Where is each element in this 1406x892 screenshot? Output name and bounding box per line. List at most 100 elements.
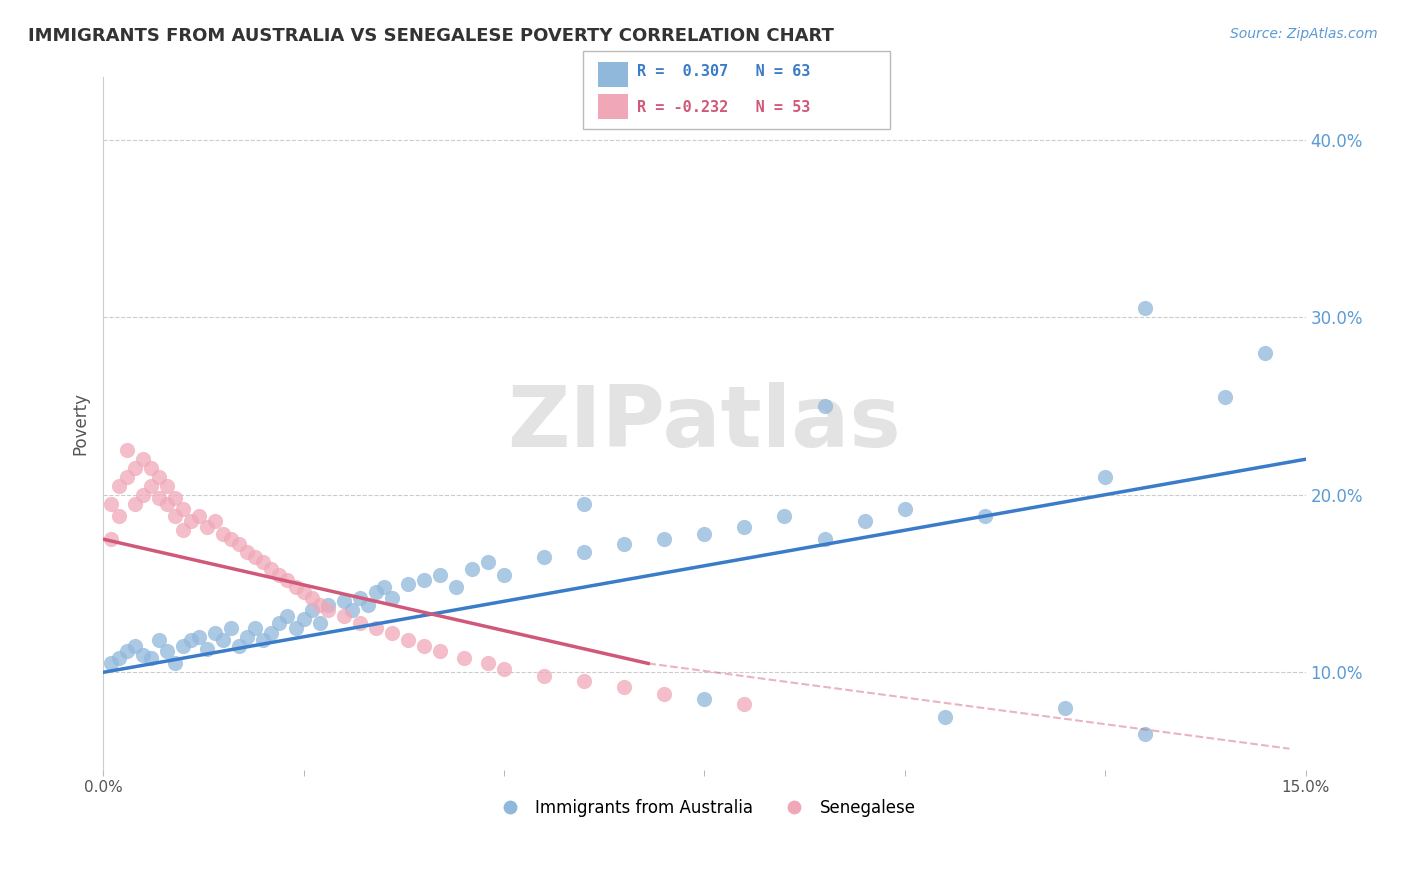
Point — [652, 687, 675, 701]
Point — [236, 544, 259, 558]
Point — [252, 633, 274, 648]
Point — [195, 642, 218, 657]
Point — [115, 443, 138, 458]
Point — [260, 626, 283, 640]
Point — [141, 461, 163, 475]
Point — [301, 591, 323, 605]
Point — [973, 509, 995, 524]
Point — [204, 515, 226, 529]
Point — [1053, 701, 1076, 715]
Point — [124, 639, 146, 653]
Point — [204, 626, 226, 640]
Point — [1135, 301, 1157, 316]
Point — [572, 544, 595, 558]
Point — [301, 603, 323, 617]
Legend: Immigrants from Australia, Senegalese: Immigrants from Australia, Senegalese — [486, 793, 922, 824]
Point — [381, 591, 404, 605]
Point — [172, 639, 194, 653]
Point — [813, 399, 835, 413]
Point — [492, 662, 515, 676]
Point — [172, 523, 194, 537]
Point — [364, 621, 387, 635]
Point — [1215, 390, 1237, 404]
Point — [332, 594, 354, 608]
Point — [316, 598, 339, 612]
Point — [381, 626, 404, 640]
Point — [284, 621, 307, 635]
Point — [572, 497, 595, 511]
Point — [292, 585, 315, 599]
Point — [180, 515, 202, 529]
Point — [115, 470, 138, 484]
Point — [340, 603, 363, 617]
Point — [533, 669, 555, 683]
Point — [396, 576, 419, 591]
Point — [276, 608, 298, 623]
Point — [269, 567, 291, 582]
Point — [308, 615, 330, 630]
Point — [245, 621, 267, 635]
Point — [148, 633, 170, 648]
Point — [228, 537, 250, 551]
Text: R =  0.307   N = 63: R = 0.307 N = 63 — [637, 64, 810, 79]
Point — [180, 633, 202, 648]
Point — [252, 555, 274, 569]
Point — [373, 580, 395, 594]
Point — [132, 648, 155, 662]
Text: IMMIGRANTS FROM AUSTRALIA VS SENEGALESE POVERTY CORRELATION CHART: IMMIGRANTS FROM AUSTRALIA VS SENEGALESE … — [28, 27, 834, 45]
Text: R = -0.232   N = 53: R = -0.232 N = 53 — [637, 100, 810, 115]
Point — [429, 567, 451, 582]
Point — [396, 633, 419, 648]
Point — [652, 532, 675, 546]
Point — [188, 509, 211, 524]
Point — [453, 651, 475, 665]
Point — [412, 639, 434, 653]
Point — [100, 497, 122, 511]
Point — [148, 491, 170, 506]
Point — [492, 567, 515, 582]
Point — [364, 585, 387, 599]
Point — [332, 608, 354, 623]
Point — [1094, 470, 1116, 484]
Point — [132, 452, 155, 467]
Point — [477, 555, 499, 569]
Point — [893, 502, 915, 516]
Point — [693, 692, 716, 706]
Point — [172, 502, 194, 516]
Point — [572, 674, 595, 689]
Point — [212, 526, 235, 541]
Point — [813, 532, 835, 546]
Point — [429, 644, 451, 658]
Point — [412, 573, 434, 587]
Point — [693, 526, 716, 541]
Point — [228, 639, 250, 653]
Point — [356, 598, 378, 612]
Point — [108, 479, 131, 493]
Point — [284, 580, 307, 594]
Point — [165, 491, 187, 506]
Point — [613, 680, 636, 694]
Point — [349, 615, 371, 630]
Point — [349, 591, 371, 605]
Text: ZIPatlas: ZIPatlas — [508, 382, 901, 466]
Point — [245, 549, 267, 564]
Point — [124, 497, 146, 511]
Point — [141, 651, 163, 665]
Point — [221, 532, 243, 546]
Point — [733, 698, 755, 712]
Point — [444, 580, 467, 594]
Point — [165, 509, 187, 524]
Point — [276, 573, 298, 587]
Point — [195, 519, 218, 533]
Y-axis label: Poverty: Poverty — [72, 392, 89, 455]
Point — [477, 657, 499, 671]
Point — [613, 537, 636, 551]
Point — [124, 461, 146, 475]
Point — [461, 562, 484, 576]
Point — [188, 630, 211, 644]
Point — [156, 479, 179, 493]
Point — [533, 549, 555, 564]
Point — [308, 598, 330, 612]
Point — [132, 488, 155, 502]
Point — [853, 515, 876, 529]
